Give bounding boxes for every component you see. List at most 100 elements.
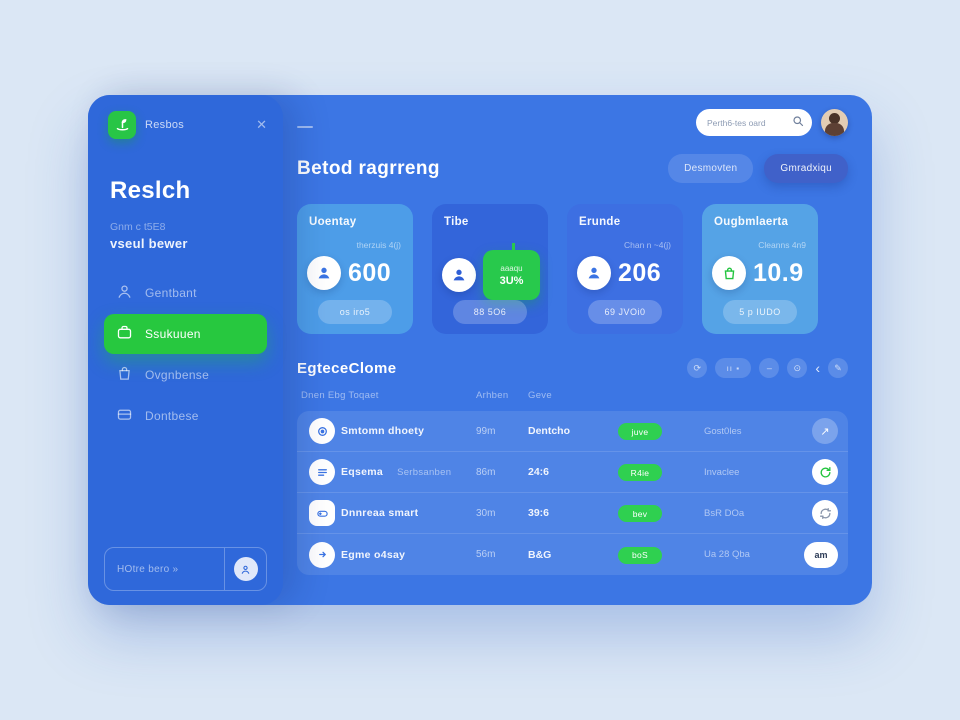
row-time: 86m xyxy=(476,466,496,478)
pager-target-icon[interactable]: ⊙ xyxy=(787,358,808,378)
column-header: Geve xyxy=(528,390,552,401)
search-bar[interactable] xyxy=(696,109,812,136)
section-title: EgteceClome xyxy=(297,359,397,377)
sidebar-footer-box[interactable]: HOtre bero » xyxy=(104,547,267,591)
status-badge: boS xyxy=(618,546,662,564)
support-icon xyxy=(233,557,258,581)
briefcase-icon xyxy=(116,324,133,344)
row-value: B&G xyxy=(528,548,552,561)
sidebar-item-label: Ssukuuen xyxy=(145,327,201,341)
search-input[interactable] xyxy=(707,117,788,128)
user-avatar[interactable] xyxy=(821,109,848,136)
pager-pill-button[interactable]: ıı ▪ xyxy=(715,358,752,378)
arrow-circle-icon xyxy=(309,541,335,568)
topbar xyxy=(297,109,848,136)
pager-edit-icon[interactable]: ✎ xyxy=(828,358,848,378)
sidebar-footer-label: HOtre bero » xyxy=(117,563,179,575)
stat-title: Erunde xyxy=(579,216,621,228)
badge-line1: aaaqu xyxy=(500,263,523,273)
bag-icon xyxy=(712,256,746,290)
person-icon xyxy=(577,256,611,290)
status-badge: R4ie xyxy=(618,464,662,482)
table-row[interactable]: Dnnreaa smart 30m 39:6 bev BsR DOa xyxy=(297,493,848,534)
stat-green-badge: aaaqu 3U% xyxy=(483,243,540,300)
primary-button[interactable]: Gmradxiqu xyxy=(764,154,848,183)
stat-pill-button[interactable]: 5 p IUDO xyxy=(723,300,797,324)
stat-title: Uoentay xyxy=(309,216,357,228)
close-icon[interactable]: ✕ xyxy=(256,117,267,132)
wallet-icon xyxy=(116,406,133,426)
secondary-button[interactable]: Desmovten xyxy=(668,154,754,183)
row-note: Ua 28 Qba xyxy=(704,549,750,560)
sidebar-item-ssukuuen[interactable]: Ssukuuen xyxy=(104,314,267,354)
stat-pill-button[interactable]: os iro5 xyxy=(318,300,392,324)
stat-caption: therzuis 4(j) xyxy=(356,240,401,250)
pager-minus-icon[interactable]: – xyxy=(759,358,780,378)
row-action-refresh-icon[interactable] xyxy=(812,459,838,485)
stat-caption: Cleanns 4n9 xyxy=(758,240,806,250)
sidebar: Resbos ✕ Reslch Gnm c t5E8 vseul bewer G… xyxy=(88,95,283,605)
stat-title: Tibe xyxy=(444,216,469,228)
badge-line2: 3U% xyxy=(499,274,524,287)
sidebar-menu: Gentbant Ssukuuen xyxy=(104,273,267,436)
stat-card-erunde[interactable]: Erunde Chan n ~4(j) 206 69 JVOi0 xyxy=(567,204,683,334)
table-row[interactable]: Smtomn dhoety 99m Dentcho juve Gost0les … xyxy=(297,411,848,452)
row-note: Invaclee xyxy=(704,466,740,478)
stat-pill-button[interactable]: 69 JVOi0 xyxy=(588,300,662,324)
sidebar-item-label: Gentbant xyxy=(145,286,197,300)
row-action-arrow-icon[interactable]: ↗ xyxy=(812,418,838,444)
row-action-am-button[interactable]: am xyxy=(804,541,838,568)
stat-title: Ougbmlaerta xyxy=(714,216,789,228)
stat-card-tibe[interactable]: Tibe aaaqu 3U% 88 5O6 xyxy=(432,204,548,334)
list-icon xyxy=(309,459,335,485)
row-name: Dnnreaa smart xyxy=(341,507,419,519)
sidebar-heading: Reslch xyxy=(110,177,191,204)
title-row: Betod ragrreng Desmovten Gmradxiqu xyxy=(297,154,848,183)
sidebar-item-ovgnbense[interactable]: Ovgnbense xyxy=(104,355,267,395)
row-value: 24:6 xyxy=(528,466,550,478)
row-time: 99m xyxy=(476,425,496,437)
sidebar-subtitle: vseul bewer xyxy=(110,236,188,251)
brand-logo-icon xyxy=(108,111,136,139)
pager-refresh-icon[interactable]: ⟳ xyxy=(687,358,708,378)
row-value: Dentcho xyxy=(528,425,570,437)
stat-value: 600 xyxy=(348,258,392,287)
row-note: BsR DOa xyxy=(704,507,745,519)
row-name: Egme o4say xyxy=(341,548,406,561)
row-action-sync-icon[interactable] xyxy=(812,500,838,526)
search-icon[interactable] xyxy=(792,114,804,132)
bag-icon xyxy=(116,365,133,385)
records-table: Smtomn dhoety 99m Dentcho juve Gost0les … xyxy=(297,411,848,575)
status-badge: juve xyxy=(618,423,662,441)
brand-name: Resbos xyxy=(145,119,185,131)
stat-card-ougbmlaerta[interactable]: Ougbmlaerta Cleanns 4n9 10.9 5 p IUDO xyxy=(702,204,818,334)
stat-value: 10.9 xyxy=(753,258,804,287)
status-badge: bev xyxy=(618,505,662,523)
sidebar-footer-action[interactable] xyxy=(224,548,266,590)
stat-value: 206 xyxy=(618,258,662,287)
row-time: 56m xyxy=(476,549,496,560)
user-icon xyxy=(116,283,133,303)
row-value: 39:6 xyxy=(528,507,550,519)
target-icon xyxy=(309,418,335,444)
stat-pill-button[interactable]: 88 5O6 xyxy=(453,300,527,324)
pagination: ⟳ ıı ▪ – ⊙ ‹ ✎ xyxy=(687,358,848,378)
section-header: EgteceClome ⟳ ıı ▪ – ⊙ ‹ ✎ xyxy=(297,358,848,378)
person-icon xyxy=(442,258,476,292)
logo-row: Resbos ✕ xyxy=(104,111,267,139)
sidebar-item-gentbant[interactable]: Gentbant xyxy=(104,273,267,313)
row-subtext: Serbsanben xyxy=(397,467,452,478)
table-row[interactable]: Egme o4say 56m B&G boS Ua 28 Qba am xyxy=(297,534,848,575)
gamepad-icon xyxy=(309,500,335,526)
sidebar-item-dontbese[interactable]: Dontbese xyxy=(104,396,267,436)
chevron-left-icon[interactable]: ‹ xyxy=(815,360,820,376)
stat-card-uoentay[interactable]: Uoentay therzuis 4(j) 600 os iro5 xyxy=(297,204,413,334)
app-window: Resbos ✕ Reslch Gnm c t5E8 vseul bewer G… xyxy=(88,95,872,605)
table-row[interactable]: Eqsema Serbsanben 86m 24:6 R4ie Invaclee xyxy=(297,452,848,493)
table-header-row: Dnen Ebg Toqaet Arhben Geve xyxy=(297,390,848,401)
hamburger-icon[interactable] xyxy=(297,125,313,128)
column-header: Dnen Ebg Toqaet xyxy=(301,390,379,401)
row-note: Gost0les xyxy=(704,425,742,437)
sidebar-item-label: Ovgnbense xyxy=(145,368,210,382)
